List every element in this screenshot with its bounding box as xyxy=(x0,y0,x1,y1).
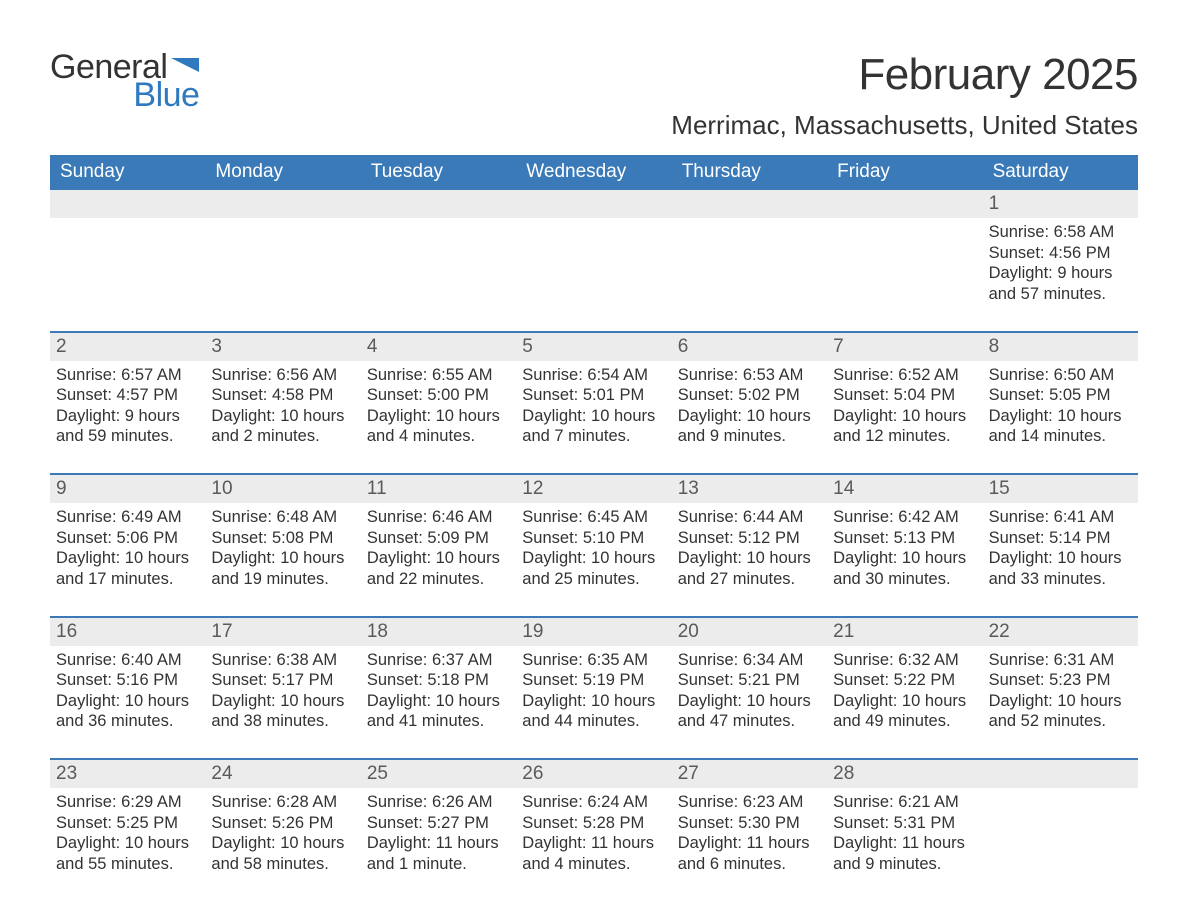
day-number: 3 xyxy=(205,333,360,361)
day-number xyxy=(672,190,827,218)
day-content xyxy=(205,218,360,331)
calendar-week: 1Sunrise: 6:58 AM Sunset: 4:56 PM Daylig… xyxy=(50,190,1138,331)
weeks-container: 1Sunrise: 6:58 AM Sunset: 4:56 PM Daylig… xyxy=(50,190,1138,884)
day-content: Sunrise: 6:35 AM Sunset: 5:19 PM Dayligh… xyxy=(516,646,671,759)
brand-flag-icon xyxy=(171,50,199,70)
day-number: 4 xyxy=(361,333,516,361)
brand-line2: Blue xyxy=(124,78,199,112)
day-content: Sunrise: 6:54 AM Sunset: 5:01 PM Dayligh… xyxy=(516,361,671,474)
day-content xyxy=(50,218,205,331)
day-content xyxy=(361,218,516,331)
day-content xyxy=(827,218,982,331)
day-content: Sunrise: 6:58 AM Sunset: 4:56 PM Dayligh… xyxy=(983,218,1138,331)
day-number xyxy=(516,190,671,218)
dow-sunday: Sunday xyxy=(50,155,205,190)
dow-saturday: Saturday xyxy=(983,155,1138,190)
day-number: 25 xyxy=(361,760,516,788)
day-number: 1 xyxy=(983,190,1138,218)
day-content xyxy=(983,788,1138,884)
day-content: Sunrise: 6:24 AM Sunset: 5:28 PM Dayligh… xyxy=(516,788,671,884)
day-of-week-header: Sunday Monday Tuesday Wednesday Thursday… xyxy=(50,155,1138,190)
day-number: 21 xyxy=(827,618,982,646)
calendar-week: 16171819202122 Sunrise: 6:40 AM Sunset: 5… xyxy=(50,616,1138,759)
day-content: Sunrise: 6:44 AM Sunset: 5:12 PM Dayligh… xyxy=(672,503,827,616)
day-number: 28 xyxy=(827,760,982,788)
day-content: Sunrise: 6:53 AM Sunset: 5:02 PM Dayligh… xyxy=(672,361,827,474)
day-content: Sunrise: 6:45 AM Sunset: 5:10 PM Dayligh… xyxy=(516,503,671,616)
day-content: Sunrise: 6:23 AM Sunset: 5:30 PM Dayligh… xyxy=(672,788,827,884)
day-number: 17 xyxy=(205,618,360,646)
day-content xyxy=(672,218,827,331)
title-block: February 2025 Merrimac, Massachusetts, U… xyxy=(671,50,1138,141)
day-number: 8 xyxy=(983,333,1138,361)
day-number: 18 xyxy=(361,618,516,646)
day-content: Sunrise: 6:26 AM Sunset: 5:27 PM Dayligh… xyxy=(361,788,516,884)
location: Merrimac, Massachusetts, United States xyxy=(671,110,1138,141)
day-content: Sunrise: 6:40 AM Sunset: 5:16 PM Dayligh… xyxy=(50,646,205,759)
day-number: 15 xyxy=(983,475,1138,503)
day-content: Sunrise: 6:46 AM Sunset: 5:09 PM Dayligh… xyxy=(361,503,516,616)
dow-thursday: Thursday xyxy=(672,155,827,190)
day-number: 26 xyxy=(516,760,671,788)
day-content: Sunrise: 6:41 AM Sunset: 5:14 PM Dayligh… xyxy=(983,503,1138,616)
day-number: 5 xyxy=(516,333,671,361)
day-number: 27 xyxy=(672,760,827,788)
day-number: 16 xyxy=(50,618,205,646)
day-number xyxy=(205,190,360,218)
day-number xyxy=(983,760,1138,788)
calendar-week: 9101112131415 Sunrise: 6:49 AM Sunset: 5:… xyxy=(50,473,1138,616)
day-content: Sunrise: 6:50 AM Sunset: 5:05 PM Dayligh… xyxy=(983,361,1138,474)
day-number: 7 xyxy=(827,333,982,361)
day-content: Sunrise: 6:21 AM Sunset: 5:31 PM Dayligh… xyxy=(827,788,982,884)
dow-friday: Friday xyxy=(827,155,982,190)
day-number: 14 xyxy=(827,475,982,503)
calendar: Sunday Monday Tuesday Wednesday Thursday… xyxy=(50,155,1138,884)
day-content: Sunrise: 6:49 AM Sunset: 5:06 PM Dayligh… xyxy=(50,503,205,616)
day-number xyxy=(827,190,982,218)
day-number: 24 xyxy=(205,760,360,788)
day-number: 20 xyxy=(672,618,827,646)
day-number: 2 xyxy=(50,333,205,361)
calendar-week: 2345678 Sunrise: 6:57 AM Sunset: 4:57 PM … xyxy=(50,331,1138,474)
day-content: Sunrise: 6:28 AM Sunset: 5:26 PM Dayligh… xyxy=(205,788,360,884)
dow-monday: Monday xyxy=(205,155,360,190)
day-number xyxy=(361,190,516,218)
day-number: 6 xyxy=(672,333,827,361)
dow-wednesday: Wednesday xyxy=(516,155,671,190)
day-content: Sunrise: 6:31 AM Sunset: 5:23 PM Dayligh… xyxy=(983,646,1138,759)
brand-logo: General Blue xyxy=(50,50,199,112)
month-title: February 2025 xyxy=(671,50,1138,100)
day-number: 12 xyxy=(516,475,671,503)
day-number: 11 xyxy=(361,475,516,503)
calendar-week: 232425262728 Sunrise: 6:29 AM Sunset: 5:2… xyxy=(50,758,1138,884)
day-number: 10 xyxy=(205,475,360,503)
day-number: 19 xyxy=(516,618,671,646)
day-content: Sunrise: 6:32 AM Sunset: 5:22 PM Dayligh… xyxy=(827,646,982,759)
day-number: 23 xyxy=(50,760,205,788)
day-number: 22 xyxy=(983,618,1138,646)
day-content: Sunrise: 6:34 AM Sunset: 5:21 PM Dayligh… xyxy=(672,646,827,759)
day-content: Sunrise: 6:52 AM Sunset: 5:04 PM Dayligh… xyxy=(827,361,982,474)
dow-tuesday: Tuesday xyxy=(361,155,516,190)
day-number: 13 xyxy=(672,475,827,503)
day-content: Sunrise: 6:38 AM Sunset: 5:17 PM Dayligh… xyxy=(205,646,360,759)
day-content: Sunrise: 6:42 AM Sunset: 5:13 PM Dayligh… xyxy=(827,503,982,616)
day-content: Sunrise: 6:37 AM Sunset: 5:18 PM Dayligh… xyxy=(361,646,516,759)
day-content: Sunrise: 6:56 AM Sunset: 4:58 PM Dayligh… xyxy=(205,361,360,474)
day-content: Sunrise: 6:29 AM Sunset: 5:25 PM Dayligh… xyxy=(50,788,205,884)
day-content xyxy=(516,218,671,331)
day-content: Sunrise: 6:48 AM Sunset: 5:08 PM Dayligh… xyxy=(205,503,360,616)
day-content: Sunrise: 6:55 AM Sunset: 5:00 PM Dayligh… xyxy=(361,361,516,474)
day-content: Sunrise: 6:57 AM Sunset: 4:57 PM Dayligh… xyxy=(50,361,205,474)
day-number xyxy=(50,190,205,218)
header: General Blue February 2025 Merrimac, Mas… xyxy=(50,50,1138,141)
day-number: 9 xyxy=(50,475,205,503)
